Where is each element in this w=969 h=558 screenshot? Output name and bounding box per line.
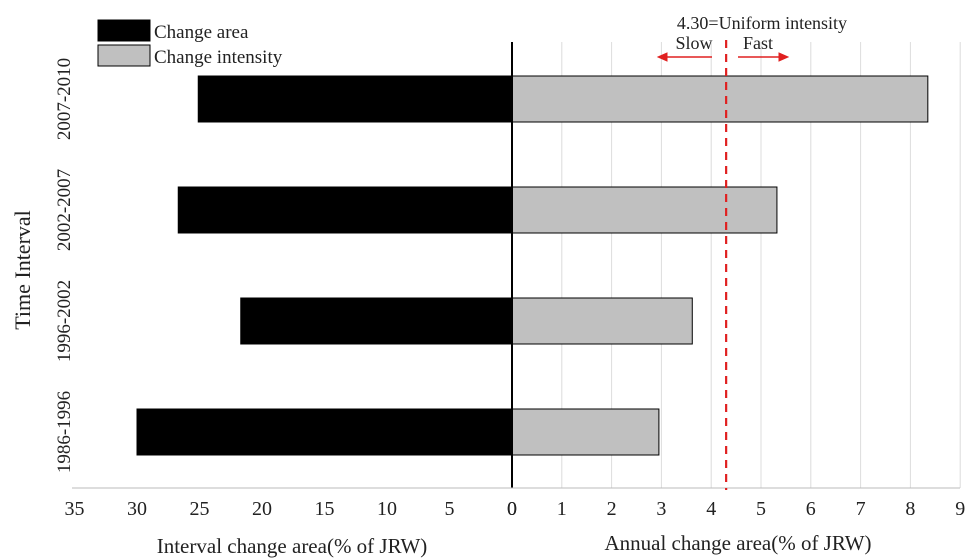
left-axis-tick-labels: 35 30 25 20 15 10 5 0 — [65, 498, 518, 520]
right-tick-label: 7 — [856, 498, 866, 520]
right-tick-label: 6 — [806, 498, 816, 520]
bar-change-area-2002-2007 — [177, 186, 513, 234]
category-label-1986-1996: 1986-1996 — [54, 391, 75, 473]
bars — [136, 75, 929, 456]
slow-label: Slow — [675, 33, 712, 53]
category-label-2002-2007: 2002-2007 — [54, 169, 75, 251]
bar-change-intensity-1996-2002 — [511, 297, 693, 345]
fast-arrow-head — [778, 52, 790, 62]
legend: Change area Change intensity — [97, 19, 283, 68]
uniform-intensity-label: 4.30=Uniform intensity — [677, 13, 847, 33]
left-tick-label: 35 — [65, 498, 85, 520]
left-tick-label: 20 — [252, 498, 272, 520]
right-tick-label: 1 — [557, 498, 567, 520]
legend-swatch-change-intensity — [97, 44, 151, 67]
right-tick-label: 3 — [656, 498, 666, 520]
legend-swatch-change-area — [97, 19, 151, 42]
right-tick-label: 8 — [905, 498, 915, 520]
right-tick-label: 0 — [507, 498, 517, 520]
left-tick-label: 25 — [190, 498, 210, 520]
left-tick-label: 30 — [127, 498, 147, 520]
bar-change-area-1996-2002 — [240, 297, 513, 345]
category-labels: 2007-2010 2002-2007 1996-2002 1986-1996 — [54, 58, 75, 473]
left-tick-label: 0 — [507, 498, 517, 520]
legend-label-change-intensity: Change intensity — [154, 47, 283, 68]
left-tick-label: 15 — [315, 498, 335, 520]
right-tick-label: 9 — [955, 498, 965, 520]
right-axis-tick-labels: 0 1 2 3 4 5 6 7 8 9 — [507, 498, 965, 520]
bar-change-area-1986-1996 — [136, 408, 513, 456]
left-axis-title: Interval change area(% of JRW) — [157, 534, 428, 558]
bar-change-area-2007-2010 — [197, 75, 513, 123]
right-axis-title: Annual change area(% of JRW) — [604, 531, 871, 555]
bar-change-intensity-2007-2010 — [511, 75, 929, 123]
slow-arrow-head — [656, 52, 668, 62]
right-tick-label: 5 — [756, 498, 766, 520]
bar-change-intensity-2002-2007 — [511, 186, 778, 234]
right-tick-label: 4 — [706, 498, 716, 520]
fast-label: Fast — [743, 33, 773, 53]
category-label-1996-2002: 1996-2002 — [54, 280, 75, 362]
uniform-intensity-marker: 4.30=Uniform intensity Slow Fast — [656, 13, 847, 490]
legend-label-change-area: Change area — [154, 22, 249, 43]
category-label-2007-2010: 2007-2010 — [54, 58, 75, 140]
right-tick-label: 2 — [607, 498, 617, 520]
bar-change-intensity-1986-1996 — [511, 408, 660, 456]
left-tick-label: 5 — [445, 498, 455, 520]
left-tick-label: 10 — [377, 498, 397, 520]
y-axis-title: Time Interval — [10, 210, 35, 330]
